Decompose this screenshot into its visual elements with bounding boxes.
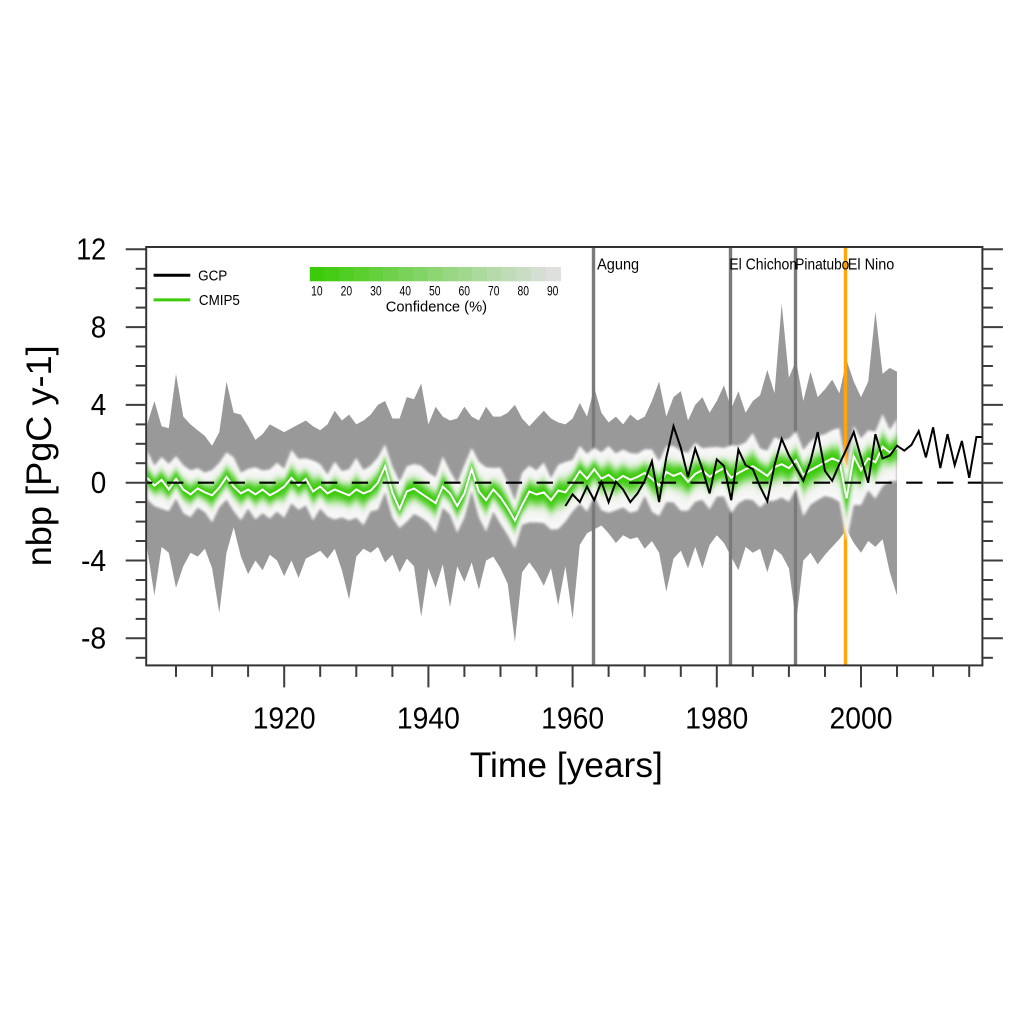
svg-text:50: 50 <box>429 284 441 299</box>
svg-text:-4: -4 <box>81 544 106 578</box>
svg-text:Agung: Agung <box>597 256 639 273</box>
svg-text:El Chichon: El Chichon <box>729 256 797 273</box>
svg-text:Pinatubo: Pinatubo <box>795 256 849 273</box>
svg-text:1940: 1940 <box>397 702 460 736</box>
svg-text:-8: -8 <box>81 622 106 656</box>
svg-text:1980: 1980 <box>685 702 748 736</box>
svg-text:El Nino: El Nino <box>848 256 895 273</box>
svg-text:CMIP5: CMIP5 <box>199 293 240 309</box>
svg-text:4: 4 <box>91 388 107 422</box>
svg-text:10: 10 <box>311 284 323 299</box>
svg-text:40: 40 <box>400 284 412 299</box>
svg-text:30: 30 <box>370 284 382 299</box>
svg-text:20: 20 <box>341 284 353 299</box>
svg-text:12: 12 <box>76 233 106 267</box>
svg-text:Confidence (%): Confidence (%) <box>386 299 487 316</box>
svg-text:8: 8 <box>91 310 107 344</box>
svg-text:80: 80 <box>518 284 530 299</box>
svg-text:70: 70 <box>488 284 500 299</box>
svg-text:90: 90 <box>547 284 559 299</box>
svg-text:2000: 2000 <box>830 702 893 736</box>
svg-text:60: 60 <box>459 284 471 299</box>
svg-text:0: 0 <box>91 466 107 500</box>
svg-text:1920: 1920 <box>253 702 316 736</box>
svg-text:nbp [PgC y-1]: nbp [PgC y-1] <box>20 345 59 566</box>
svg-text:1960: 1960 <box>541 702 604 736</box>
svg-text:Time [years]: Time [years] <box>470 745 663 785</box>
svg-text:GCP: GCP <box>198 268 227 284</box>
